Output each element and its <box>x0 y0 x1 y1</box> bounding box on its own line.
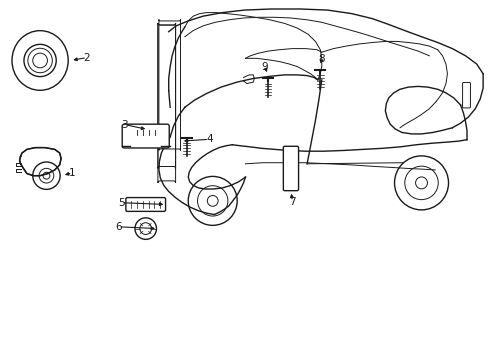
Text: 3: 3 <box>121 120 128 130</box>
Text: 6: 6 <box>115 222 122 232</box>
Text: 1: 1 <box>69 168 76 178</box>
Polygon shape <box>20 148 61 176</box>
FancyBboxPatch shape <box>125 198 165 211</box>
Text: 5: 5 <box>118 198 124 208</box>
Text: 7: 7 <box>288 197 295 207</box>
Text: 9: 9 <box>261 62 268 72</box>
Text: 4: 4 <box>205 134 212 144</box>
Text: 2: 2 <box>83 53 90 63</box>
FancyBboxPatch shape <box>122 124 169 148</box>
Text: 8: 8 <box>318 54 325 64</box>
Circle shape <box>135 218 156 239</box>
FancyBboxPatch shape <box>283 146 298 191</box>
